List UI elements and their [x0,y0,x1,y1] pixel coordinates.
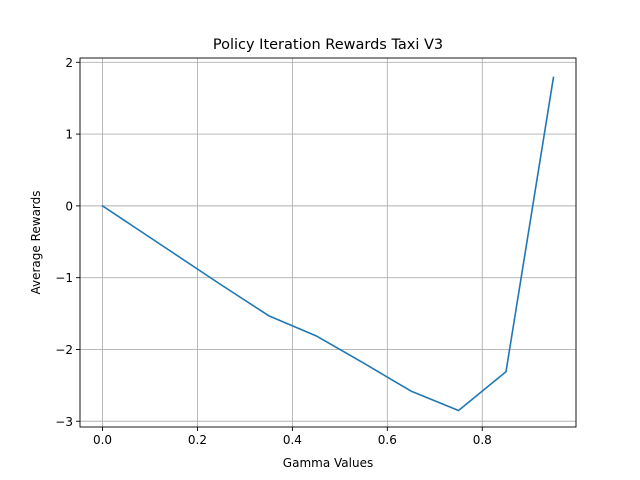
x-axis-title: Gamma Values [283,456,373,470]
grid [80,58,576,427]
x-tick-label: 0.2 [188,433,207,447]
series-line [101,76,555,412]
chart-title: Policy Iteration Rewards Taxi V3 [213,37,443,53]
y-tick-label: −2 [55,343,73,357]
y-tick-label: 1 [65,128,73,142]
axis-ticks: 0.0 0.2 0.4 0.6 0.8 −3 −2 −1 0 1 2 [55,56,492,447]
y-tick-label: −3 [55,415,73,429]
y-tick-label: −1 [55,271,73,285]
x-tick-label: 0.4 [283,433,302,447]
y-axis-title: Average Rewards [29,190,43,294]
x-tick-label: 0.6 [378,433,397,447]
plot-area-frame [79,57,577,428]
x-tick-label: 0.0 [93,433,112,447]
y-tick-label: 0 [65,199,73,213]
series-layer [101,76,555,412]
y-tick-label: 2 [65,56,73,70]
x-tick-label: 0.8 [473,433,492,447]
